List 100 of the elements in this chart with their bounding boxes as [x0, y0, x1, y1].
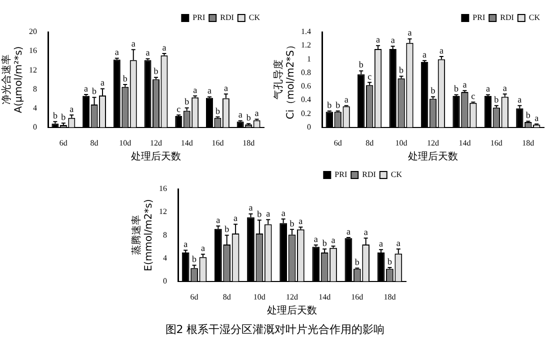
x-tick-label: 12d [150, 138, 162, 148]
y-tick-label: 12 [159, 207, 167, 216]
x-tick-label: 10d [119, 138, 132, 148]
y-axis-title: 净光合速率 A(μmol/m²*s) [0, 46, 25, 114]
data-label: a [376, 34, 380, 44]
data-label: a [200, 243, 205, 254]
data-label: a [184, 239, 188, 250]
data-label: a [162, 42, 166, 52]
x-tick-label: 16d [212, 138, 224, 148]
data-label: b [358, 60, 364, 70]
data-label: a [439, 45, 444, 56]
y-tick-label: 16 [159, 184, 167, 194]
data-label: b [399, 65, 404, 76]
x-tick-label: 18d [242, 138, 255, 148]
y-axis-title: 蒸腾速率 E(mmol/m2*s) [130, 199, 155, 272]
y-tick-label: 0 [33, 122, 37, 132]
x-tick-label: 6d [334, 138, 342, 148]
x-tick-label: 6d [190, 292, 198, 302]
data-label: a [281, 208, 286, 218]
data-label: a [131, 38, 136, 49]
data-label: a [238, 110, 242, 120]
x-tick-label: 16d [351, 292, 364, 302]
data-label: a [266, 208, 270, 218]
x-tick-label: 18d [384, 292, 396, 302]
data-label: a [422, 49, 427, 60]
data-label: c [176, 104, 181, 114]
x-tick-label: 16d [490, 138, 502, 148]
data-label: b [61, 112, 66, 122]
data-label: a [396, 238, 400, 248]
x-tick-label: 10d [395, 138, 408, 148]
data-label: b [354, 256, 360, 267]
data-label: b [92, 86, 98, 96]
data-label: b [454, 84, 460, 94]
data-label: a [364, 226, 368, 237]
legend-label: PRI [192, 13, 206, 22]
y-tick-label: 0.2 [301, 108, 311, 118]
y-tick-label: 20 [29, 27, 37, 36]
x-tick-label: 14d [318, 292, 331, 302]
y-axis-title: 气孔导度 Ci（mol/m2*S） [272, 40, 297, 120]
data-label: a [70, 104, 74, 114]
x-tick-label: 10d [253, 292, 266, 302]
data-label: b [257, 209, 262, 220]
data-label: b [184, 96, 190, 107]
data-label: b [154, 66, 159, 76]
legend-label: RDI [220, 13, 234, 22]
x-tick-label: 14d [458, 138, 471, 148]
data-label: a [346, 226, 350, 236]
data-label: a [390, 35, 395, 46]
data-label: b [192, 254, 198, 264]
data-label: a [193, 84, 198, 95]
data-label: a [114, 47, 119, 58]
data-label: b [246, 112, 252, 122]
data-label: b [52, 110, 58, 121]
data-label: a [518, 94, 522, 104]
x-tick-label: 14d [180, 138, 193, 148]
data-label: b [122, 73, 128, 84]
data-label: a [254, 108, 259, 118]
data-label: a [379, 238, 384, 248]
data-label: b [336, 100, 341, 110]
y-tick-label: 0.8 [301, 68, 311, 77]
y-tick-label: 8 [163, 230, 167, 240]
data-label: a [462, 79, 467, 90]
x-tick-label: 12d [286, 292, 298, 302]
caption: 图2 根系干湿分区灌溉对叶片光合作用的影响 [164, 322, 386, 337]
data-label: b [327, 100, 332, 110]
y-tick-label: 0.4 [301, 95, 311, 104]
x-tick-label: 8d [366, 138, 374, 148]
data-label: a [298, 216, 303, 226]
legend-label: RDI [362, 170, 376, 180]
x-axis-title: 处理后天数 [267, 304, 317, 317]
data-label: a [234, 213, 238, 224]
y-tick-label: 0.6 [301, 82, 311, 91]
y-tick-label: 0 [307, 122, 311, 132]
legend-label: PRI [472, 13, 486, 22]
data-label: b [224, 224, 230, 234]
x-tick-label: 18d [522, 138, 534, 148]
x-tick-label: 8d [90, 138, 98, 148]
data-label: a [146, 48, 150, 58]
data-label: c [368, 71, 372, 82]
data-label: b [322, 238, 328, 248]
data-label: a [534, 112, 539, 123]
y-tick-label: 1.4 [301, 27, 311, 36]
y-tick-label: 8 [33, 84, 37, 94]
data-label: b [215, 106, 220, 116]
legend-label: RDI [500, 13, 514, 22]
data-label: a [100, 78, 105, 88]
x-axis-title: 处理后天数 [408, 150, 458, 163]
y-tick-label: 0 [163, 276, 167, 286]
data-label: a [224, 82, 228, 93]
legend-label: PRI [334, 170, 348, 180]
data-label: a [408, 28, 412, 38]
data-label: a [502, 82, 507, 93]
x-axis-title: 处理后天数 [131, 150, 181, 163]
data-label: b [526, 110, 531, 120]
data-label: a [248, 202, 253, 213]
data-label: a [331, 235, 336, 246]
x-tick-label: 12d [427, 138, 439, 148]
legend-label: CK [390, 170, 402, 180]
y-tick-label: 4 [163, 253, 167, 262]
data-label: c [471, 91, 476, 102]
